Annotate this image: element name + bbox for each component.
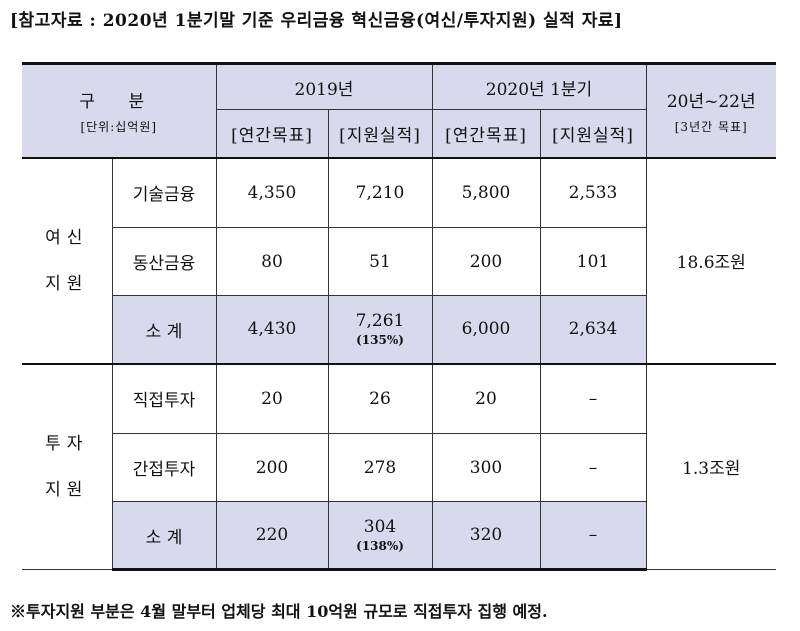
group-label-loan-line2: 지원 [45, 273, 89, 294]
cell-2020-actual: 101 [539, 227, 647, 296]
target-loan: 18.6조원 [645, 156, 776, 364]
table-row: 동산금융 80 51 200 101 [22, 227, 776, 296]
header-category: 구 분 [단위:십억원] [22, 62, 217, 158]
subtotal-label: 소 계 [111, 295, 217, 364]
cell-2019-actual: 26 [327, 362, 433, 434]
performance-table: 구 분 [단위:십억원] 2019년 2020년 1분기 20년~22년 [3년… [22, 62, 776, 571]
cell-2019-target: 20 [215, 362, 329, 434]
subtotal-2019-actual-value: 304 [363, 517, 397, 537]
table-row: 여신 지원 기술금융 4,350 7,210 5,800 2,533 18.6조… [22, 156, 776, 364]
header-target-label: 20년~22년 [666, 91, 756, 112]
row-label: 동산금융 [111, 227, 217, 296]
cell-2020-target: 20 [431, 362, 541, 434]
header-target: 20년~22년 [3년간 목표] [645, 62, 776, 158]
subtotal-2019-actual: 304 (138%) [327, 501, 433, 571]
subtotal-2019-actual-value: 7,261 [355, 311, 405, 332]
header-2019-actual: [지원실적] [327, 109, 433, 158]
footnote: ※투자지원 부분은 4월 말부터 업체당 최대 10억원 규모로 직접투자 집행… [10, 602, 548, 621]
cell-2020-target: 5,800 [431, 156, 541, 228]
subtotal-2020-target: 320 [431, 501, 541, 571]
cell-2020-actual: – [539, 433, 647, 502]
row-label: 직접투자 [111, 362, 217, 434]
cell-2020-actual: – [539, 362, 647, 434]
row-label: 간접투자 [111, 433, 217, 502]
cell-2019-target: 4,350 [215, 156, 329, 228]
header-2020-target: [연간목표] [431, 109, 541, 158]
group-label-loan: 여신 지원 [22, 156, 113, 364]
header-row-2: [연간목표] [지원실적] [연간목표] [지원실적] [22, 109, 776, 158]
cell-2019-target: 200 [215, 433, 329, 502]
subtotal-2019-target: 220 [215, 501, 329, 571]
cell-2020-target: 300 [431, 433, 541, 502]
subtotal-2019-actual-pct: (138%) [356, 539, 404, 553]
subtotal-2019-target: 4,430 [215, 295, 329, 364]
header-2019: 2019년 [215, 62, 433, 110]
group-label-invest-line2: 지원 [45, 479, 89, 500]
header-category-label: 구 분 [79, 91, 159, 112]
group-label-invest-line1: 투자 [45, 433, 89, 454]
header-row-1: 구 분 [단위:십억원] 2019년 2020년 1분기 20년~22년 [3년… [22, 62, 776, 158]
table-row: 투자 지원 직접투자 20 26 20 – 1.3조원 [22, 362, 776, 570]
subtotal-2020-actual: 2,634 [539, 295, 647, 364]
group-label-loan-line1: 여신 [45, 227, 89, 248]
cell-2019-target: 80 [215, 227, 329, 296]
subtotal-row: 소 계 220 304 (138%) 320 – [22, 501, 776, 571]
document-title: [참고자료 : 2020년 1분기말 기준 우리금융 혁신금융(여신/투자지원)… [10, 11, 623, 31]
cell-2019-actual: 7,210 [327, 156, 433, 228]
header-2020-actual: [지원실적] [539, 109, 647, 158]
cell-2020-actual: 2,533 [539, 156, 647, 228]
header-unit: [단위:십억원] [80, 119, 158, 134]
cell-2019-actual: 278 [327, 433, 433, 502]
subtotal-2019-actual: 7,261 (135%) [327, 295, 433, 364]
subtotal-2019-actual-pct: (135%) [356, 333, 404, 348]
cell-2020-target: 200 [431, 227, 541, 296]
header-2019-target: [연간목표] [215, 109, 329, 158]
subtotal-row: 소 계 4,430 7,261 (135%) 6,000 2,634 [22, 295, 776, 364]
header-target-sub: [3년간 목표] [674, 119, 748, 134]
header-2020q1: 2020년 1분기 [431, 62, 647, 110]
subtotal-2020-actual: – [539, 501, 647, 571]
cell-2019-actual: 51 [327, 227, 433, 296]
group-label-invest: 투자 지원 [22, 362, 113, 570]
row-label: 기술금융 [111, 156, 217, 228]
subtotal-2020-target: 6,000 [431, 295, 541, 364]
subtotal-label: 소 계 [111, 501, 217, 571]
target-invest: 1.3조원 [645, 362, 776, 570]
